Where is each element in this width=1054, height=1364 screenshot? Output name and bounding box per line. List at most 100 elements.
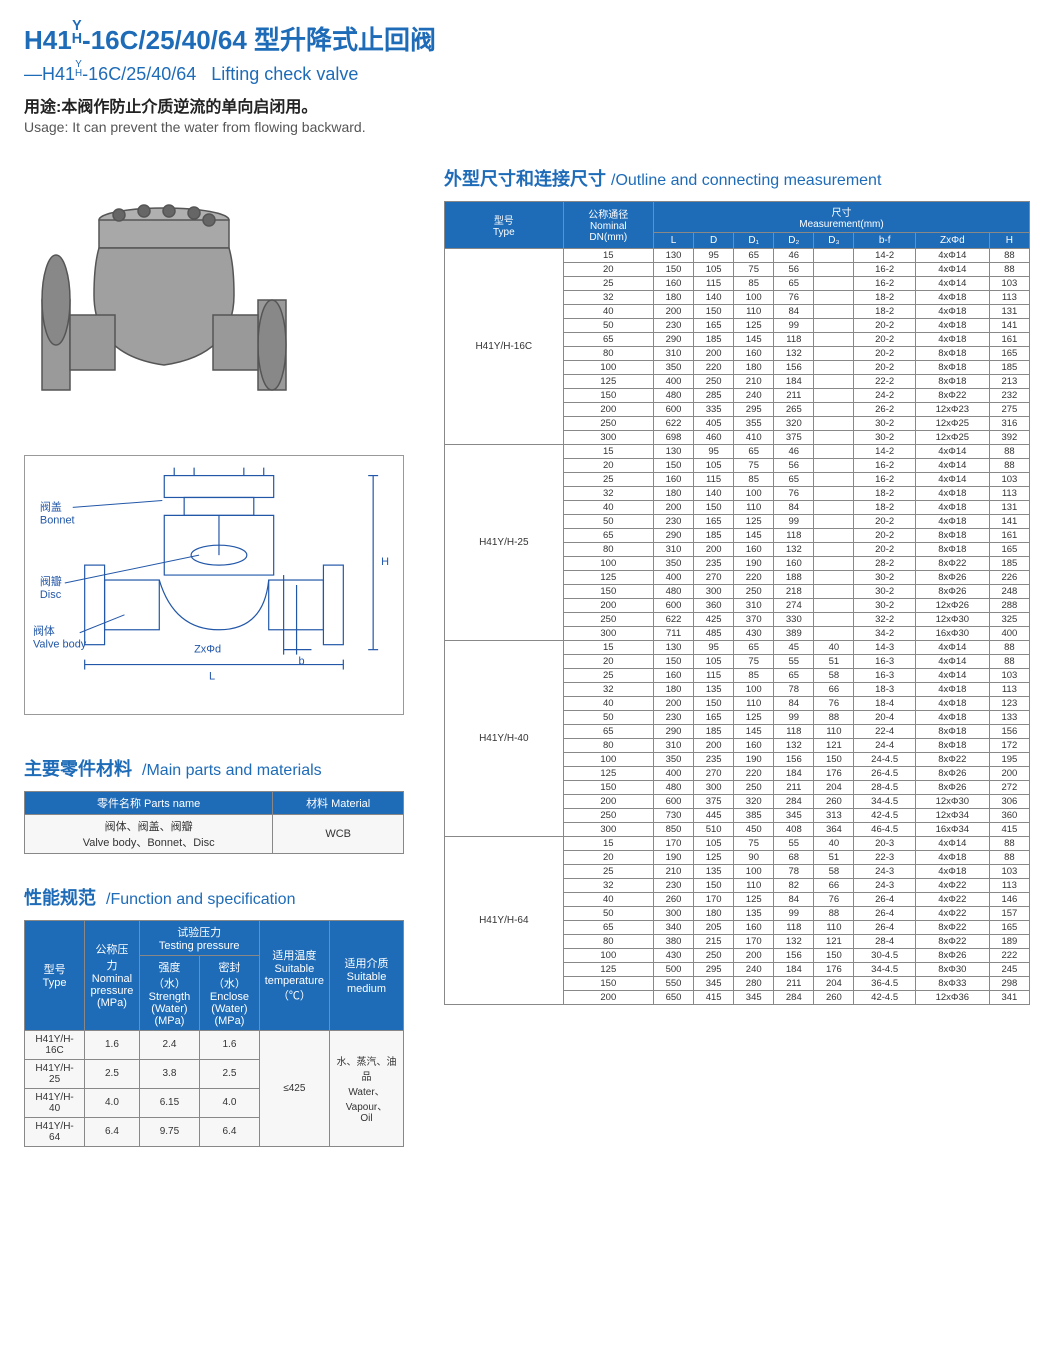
- spec-h-medium: 适用介质 Suitable medium: [330, 920, 404, 1030]
- meas-cell: 65: [774, 472, 814, 486]
- meas-cell: 84: [774, 892, 814, 906]
- meas-cell: 125: [734, 710, 774, 724]
- meas-cell: 160: [734, 738, 774, 752]
- meas-cell: 485: [694, 626, 734, 640]
- meas-cell: 132: [774, 934, 814, 948]
- meas-cell: 16xΦ34: [915, 822, 989, 836]
- meas-cell: 58: [814, 668, 854, 682]
- meas-cell: 4xΦ18: [915, 514, 989, 528]
- meas-cell: 56: [774, 262, 814, 276]
- meas-cell: 20: [563, 458, 653, 472]
- meas-cell: 15: [563, 248, 653, 262]
- meas-cell: 14-2: [854, 444, 915, 458]
- dim-L: L: [209, 670, 215, 682]
- meas-cell: 4xΦ14: [915, 836, 989, 850]
- meas-cell: 105: [694, 262, 734, 276]
- meas-cell: 88: [989, 850, 1029, 864]
- meas-cell: 30-2: [854, 430, 915, 444]
- meas-cell: 185: [694, 724, 734, 738]
- meas-cell: 200: [734, 948, 774, 962]
- meas-cell: 4xΦ14: [915, 276, 989, 290]
- meas-cell: 16xΦ30: [915, 626, 989, 640]
- parts-section-title: 主要零件材料 /Main parts and materials: [24, 755, 424, 781]
- meas-cell: 698: [653, 430, 693, 444]
- meas-cell: 125: [734, 892, 774, 906]
- meas-cell: 290: [653, 332, 693, 346]
- meas-cell: 75: [734, 458, 774, 472]
- meas-cell: 46: [774, 248, 814, 262]
- meas-cell: 130: [653, 248, 693, 262]
- meas-cell: 20-2: [854, 318, 915, 332]
- spec-enc: 6.4: [200, 1117, 260, 1146]
- meas-cell: 8xΦ33: [915, 976, 989, 990]
- spec-table: 型号 Type 公称压力 Nominal pressure (MPa) 试验压力…: [24, 920, 404, 1147]
- meas-cell: 141: [989, 318, 1029, 332]
- meas-cell: 350: [653, 556, 693, 570]
- meas-cell: 30-2: [854, 570, 915, 584]
- spec-h-nom: 公称压力 Nominal pressure (MPa): [85, 920, 140, 1030]
- meas-cell: 80: [563, 542, 653, 556]
- meas-cell: 12xΦ23: [915, 402, 989, 416]
- meas-type-cell: H41Y/H-25: [445, 444, 564, 640]
- meas-cell: [814, 388, 854, 402]
- meas-cell: 310: [653, 542, 693, 556]
- meas-cell: 16-2: [854, 458, 915, 472]
- meas-cell: 88: [989, 836, 1029, 850]
- spec-type: H41Y/H-25: [25, 1059, 85, 1088]
- meas-cell: 75: [734, 836, 774, 850]
- meas-cell: 400: [653, 570, 693, 584]
- meas-cell: 405: [694, 416, 734, 430]
- meas-cell: 42-4.5: [854, 808, 915, 822]
- meas-cell: 135: [734, 906, 774, 920]
- meas-cell: 480: [653, 388, 693, 402]
- meas-cell: 50: [563, 318, 653, 332]
- meas-cell: 400: [653, 374, 693, 388]
- meas-cell: 32-2: [854, 612, 915, 626]
- meas-cell: 8xΦ18: [915, 724, 989, 738]
- meas-col: D: [694, 232, 734, 248]
- label-disc-cn: 阀瓣: [40, 574, 62, 588]
- meas-cell: 103: [989, 472, 1029, 486]
- meas-cell: 161: [989, 332, 1029, 346]
- meas-cell: 150: [563, 388, 653, 402]
- meas-cell: 408: [774, 822, 814, 836]
- meas-cell: 250: [563, 416, 653, 430]
- meas-cell: [814, 304, 854, 318]
- meas-cell: 170: [734, 934, 774, 948]
- spec-str: 2.4: [139, 1030, 200, 1059]
- meas-cell: 284: [774, 990, 814, 1004]
- meas-cell: 113: [989, 682, 1029, 696]
- meas-cell: 425: [694, 612, 734, 626]
- meas-cell: 50: [563, 514, 653, 528]
- meas-cell: 65: [734, 640, 774, 654]
- label-body-en: Valve body: [33, 639, 87, 651]
- meas-cell: 32: [563, 878, 653, 892]
- meas-cell: 80: [563, 346, 653, 360]
- meas-cell: 295: [694, 962, 734, 976]
- meas-cell: 95: [694, 640, 734, 654]
- meas-cell: 230: [653, 710, 693, 724]
- meas-cell: 150: [653, 458, 693, 472]
- meas-cell: 156: [774, 752, 814, 766]
- meas-cell: 170: [653, 836, 693, 850]
- meas-cell: 100: [563, 948, 653, 962]
- meas-cell: 360: [989, 808, 1029, 822]
- meas-cell: 274: [774, 598, 814, 612]
- meas-cell: 8xΦ26: [915, 584, 989, 598]
- meas-cell: 385: [734, 808, 774, 822]
- meas-cell: 15: [563, 640, 653, 654]
- meas-cell: 313: [814, 808, 854, 822]
- meas-cell: 460: [694, 430, 734, 444]
- meas-cell: 75: [734, 262, 774, 276]
- spec-nom: 6.4: [85, 1117, 140, 1146]
- meas-cell: 40: [563, 892, 653, 906]
- meas-cell: 210: [734, 374, 774, 388]
- meas-cell: 30-2: [854, 598, 915, 612]
- meas-cell: 204: [814, 780, 854, 794]
- meas-cell: [814, 584, 854, 598]
- meas-cell: 415: [989, 822, 1029, 836]
- meas-cell: 40: [563, 500, 653, 514]
- meas-cell: 99: [774, 514, 814, 528]
- meas-cell: [814, 276, 854, 290]
- meas-cell: 121: [814, 934, 854, 948]
